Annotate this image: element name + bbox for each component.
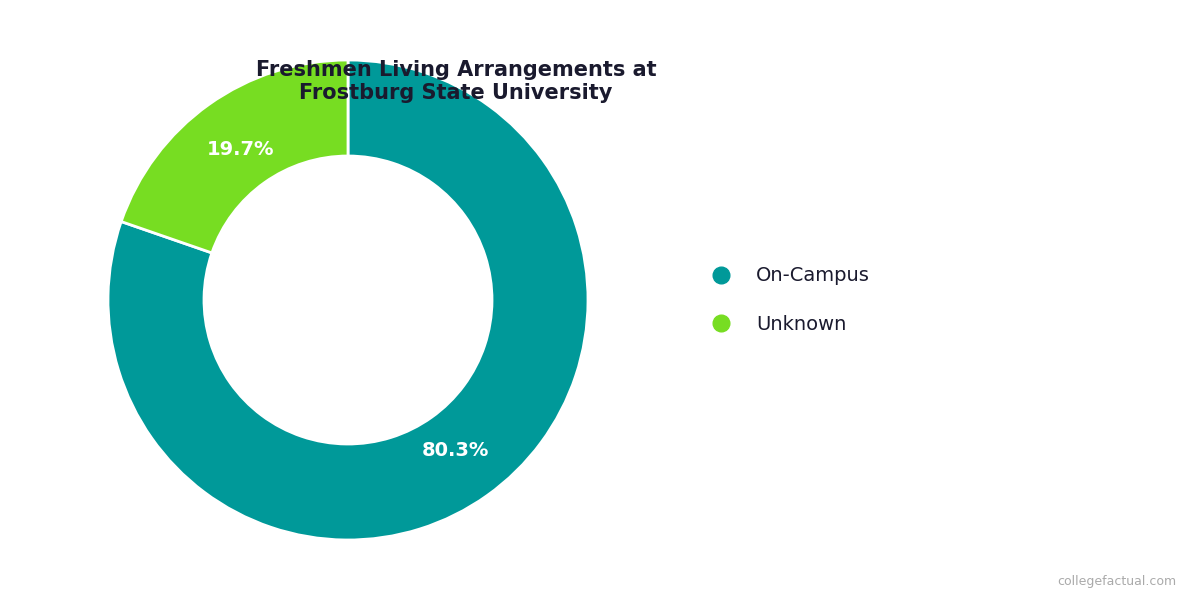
Text: collegefactual.com: collegefactual.com <box>1057 575 1176 588</box>
Text: 80.3%: 80.3% <box>421 441 488 460</box>
Text: 19.7%: 19.7% <box>208 140 275 159</box>
Wedge shape <box>108 60 588 540</box>
Wedge shape <box>121 60 348 253</box>
Text: Freshmen Living Arrangements at
Frostburg State University: Freshmen Living Arrangements at Frostbur… <box>256 60 656 103</box>
Legend: On-Campus, Unknown: On-Campus, Unknown <box>694 259 877 341</box>
